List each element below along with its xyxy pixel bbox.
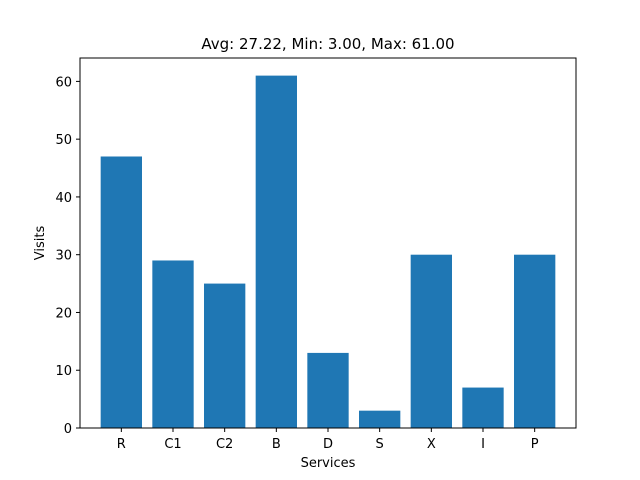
x-tick-label: X: [427, 437, 436, 452]
bar-b: [255, 75, 297, 428]
bar-s: [359, 410, 401, 428]
y-tick-label: 40: [55, 191, 72, 206]
y-tick-label: 10: [55, 364, 72, 379]
y-tick-label: 20: [55, 306, 72, 321]
x-tick-label: C1: [164, 437, 181, 452]
y-tick-label: 50: [55, 133, 72, 148]
plot-frame: [79, 57, 577, 429]
x-tick-label: P: [531, 437, 539, 452]
x-tick-label: B: [272, 437, 281, 452]
bar-p: [514, 254, 556, 428]
bar-i: [462, 387, 504, 428]
bars-group: [100, 75, 556, 429]
x-tick-label: R: [117, 437, 126, 452]
x-tick-label: I: [481, 437, 485, 452]
y-axis-ticks: 0 10 20 30 40 50 60: [55, 75, 80, 437]
y-axis-label: Visits: [33, 226, 48, 261]
y-tick-label: 30: [55, 249, 72, 264]
bar-d: [307, 352, 349, 428]
bar-c2: [204, 283, 246, 428]
x-tick-label: D: [323, 437, 333, 452]
x-tick-label: C2: [216, 437, 233, 452]
y-tick-label: 60: [55, 75, 72, 90]
x-axis-label: Services: [301, 456, 356, 471]
x-tick-label: S: [376, 437, 384, 452]
chart-title: Avg: 27.22, Min: 3.00, Max: 61.00: [201, 35, 454, 53]
x-axis-ticks: R C1 C2 B D S X I P: [117, 428, 539, 452]
bar-r: [100, 156, 142, 429]
bar-c1: [152, 260, 194, 428]
bar-x: [410, 254, 452, 428]
y-tick-label: 0: [64, 422, 72, 437]
